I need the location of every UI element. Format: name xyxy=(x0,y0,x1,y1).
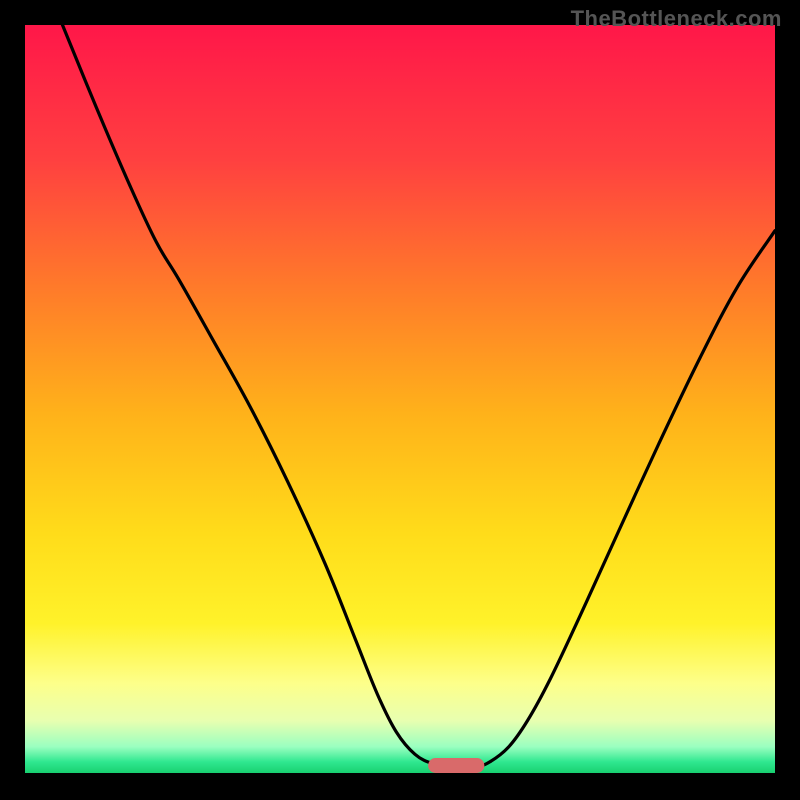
watermark-text: TheBottleneck.com xyxy=(571,6,782,32)
chart-frame: TheBottleneck.com xyxy=(0,0,800,800)
optimal-marker xyxy=(428,758,484,773)
bottleneck-chart xyxy=(0,0,800,800)
plot-background xyxy=(25,25,775,773)
